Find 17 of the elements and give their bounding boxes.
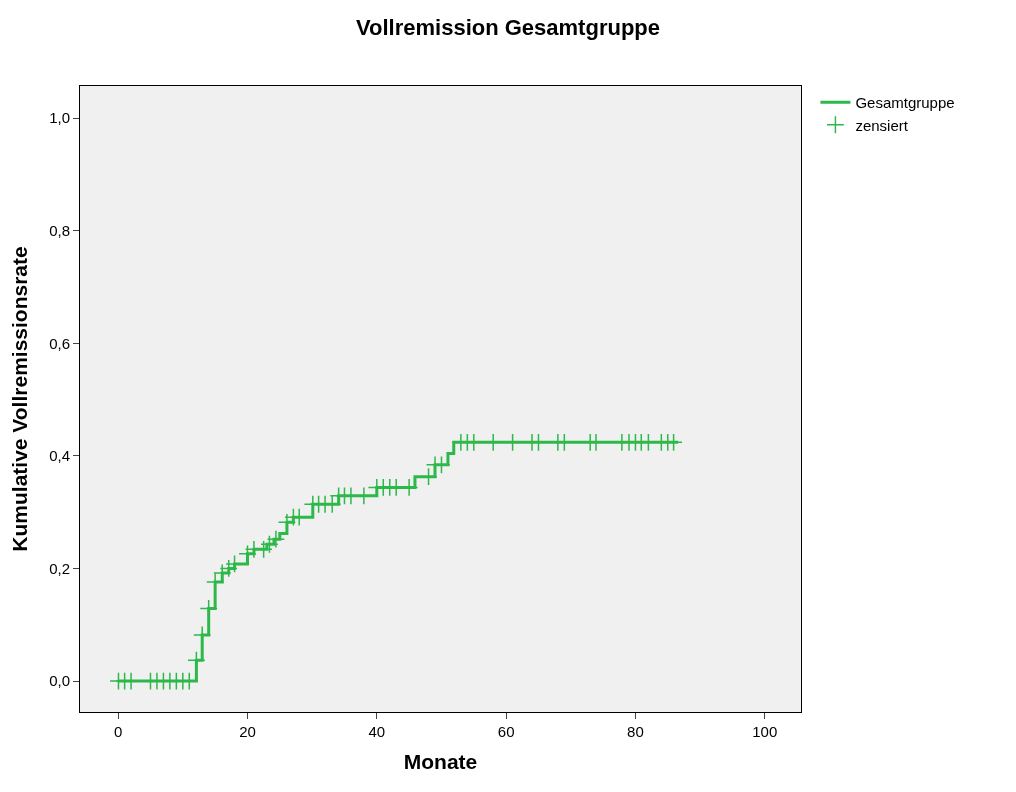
chart-title: Vollremission Gesamtgruppe [355,15,661,41]
y-axis-title: Kumulative Vollremissionsrate [8,246,32,552]
x-tick-label: 40 [368,723,386,740]
x-tick-label: 60 [497,723,515,740]
legend-label: zensiert [855,116,909,134]
x-tick-label: 0 [113,723,123,740]
y-tick-label: 0,8 [49,221,70,239]
x-tick-label: 20 [239,723,256,740]
y-tick-label: 1,0 [49,109,70,127]
y-tick-label: 0,4 [49,447,70,465]
y-tick-label: 0,6 [49,334,70,352]
y-tick-label: 0,0 [49,672,70,690]
y-tick-label: 0,2 [49,559,70,577]
x-tick-label: 100 [752,723,778,740]
x-tick-label: 80 [627,723,644,740]
legend-label: Gesamtgruppe [855,94,955,112]
x-axis-title: Monate [403,750,478,774]
